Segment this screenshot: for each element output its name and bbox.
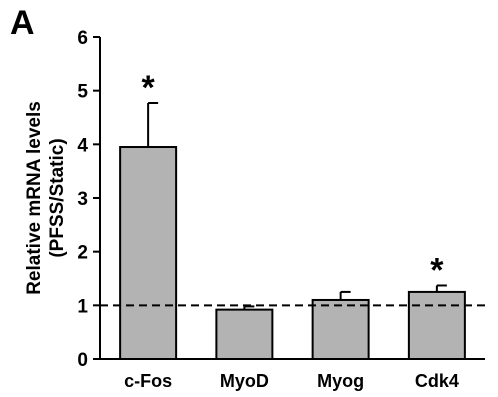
bar-MyoD <box>215 308 274 361</box>
y-tick-label-5: 5 <box>77 82 88 103</box>
y-tick-label-2: 2 <box>77 243 88 264</box>
x-tick-label-Cdk4: Cdk4 <box>415 371 459 391</box>
x-tick-label-c-Fos: c-Fos <box>124 371 172 391</box>
y-tick-label-0: 0 <box>77 350 88 371</box>
y-tick-label-4: 4 <box>77 135 88 156</box>
y-tick-label-3: 3 <box>77 189 88 210</box>
significance-marker-c-Fos: * <box>142 69 156 107</box>
x-tick-label-MyoD: MyoD <box>220 371 269 391</box>
bar-c-Fos <box>119 146 178 360</box>
x-tick-label-Myog: Myog <box>317 371 364 391</box>
y-axis-label-line1: Relative mRNA levels <box>24 101 45 295</box>
significance-marker-Cdk4: * <box>430 251 444 289</box>
y-axis-label-line2: (PFSS/Static) <box>47 138 68 257</box>
bar-Myog <box>311 298 370 361</box>
bar-Cdk4 <box>407 290 466 360</box>
y-tick-label-6: 6 <box>77 28 88 49</box>
y-tick-label-1: 1 <box>77 296 88 317</box>
axes-layer: c-Fos MyoD Myog Cdk4 0 1 2 3 4 5 6 <box>77 28 485 391</box>
bars-layer: ** <box>119 69 466 361</box>
panel-label: A <box>10 4 35 42</box>
